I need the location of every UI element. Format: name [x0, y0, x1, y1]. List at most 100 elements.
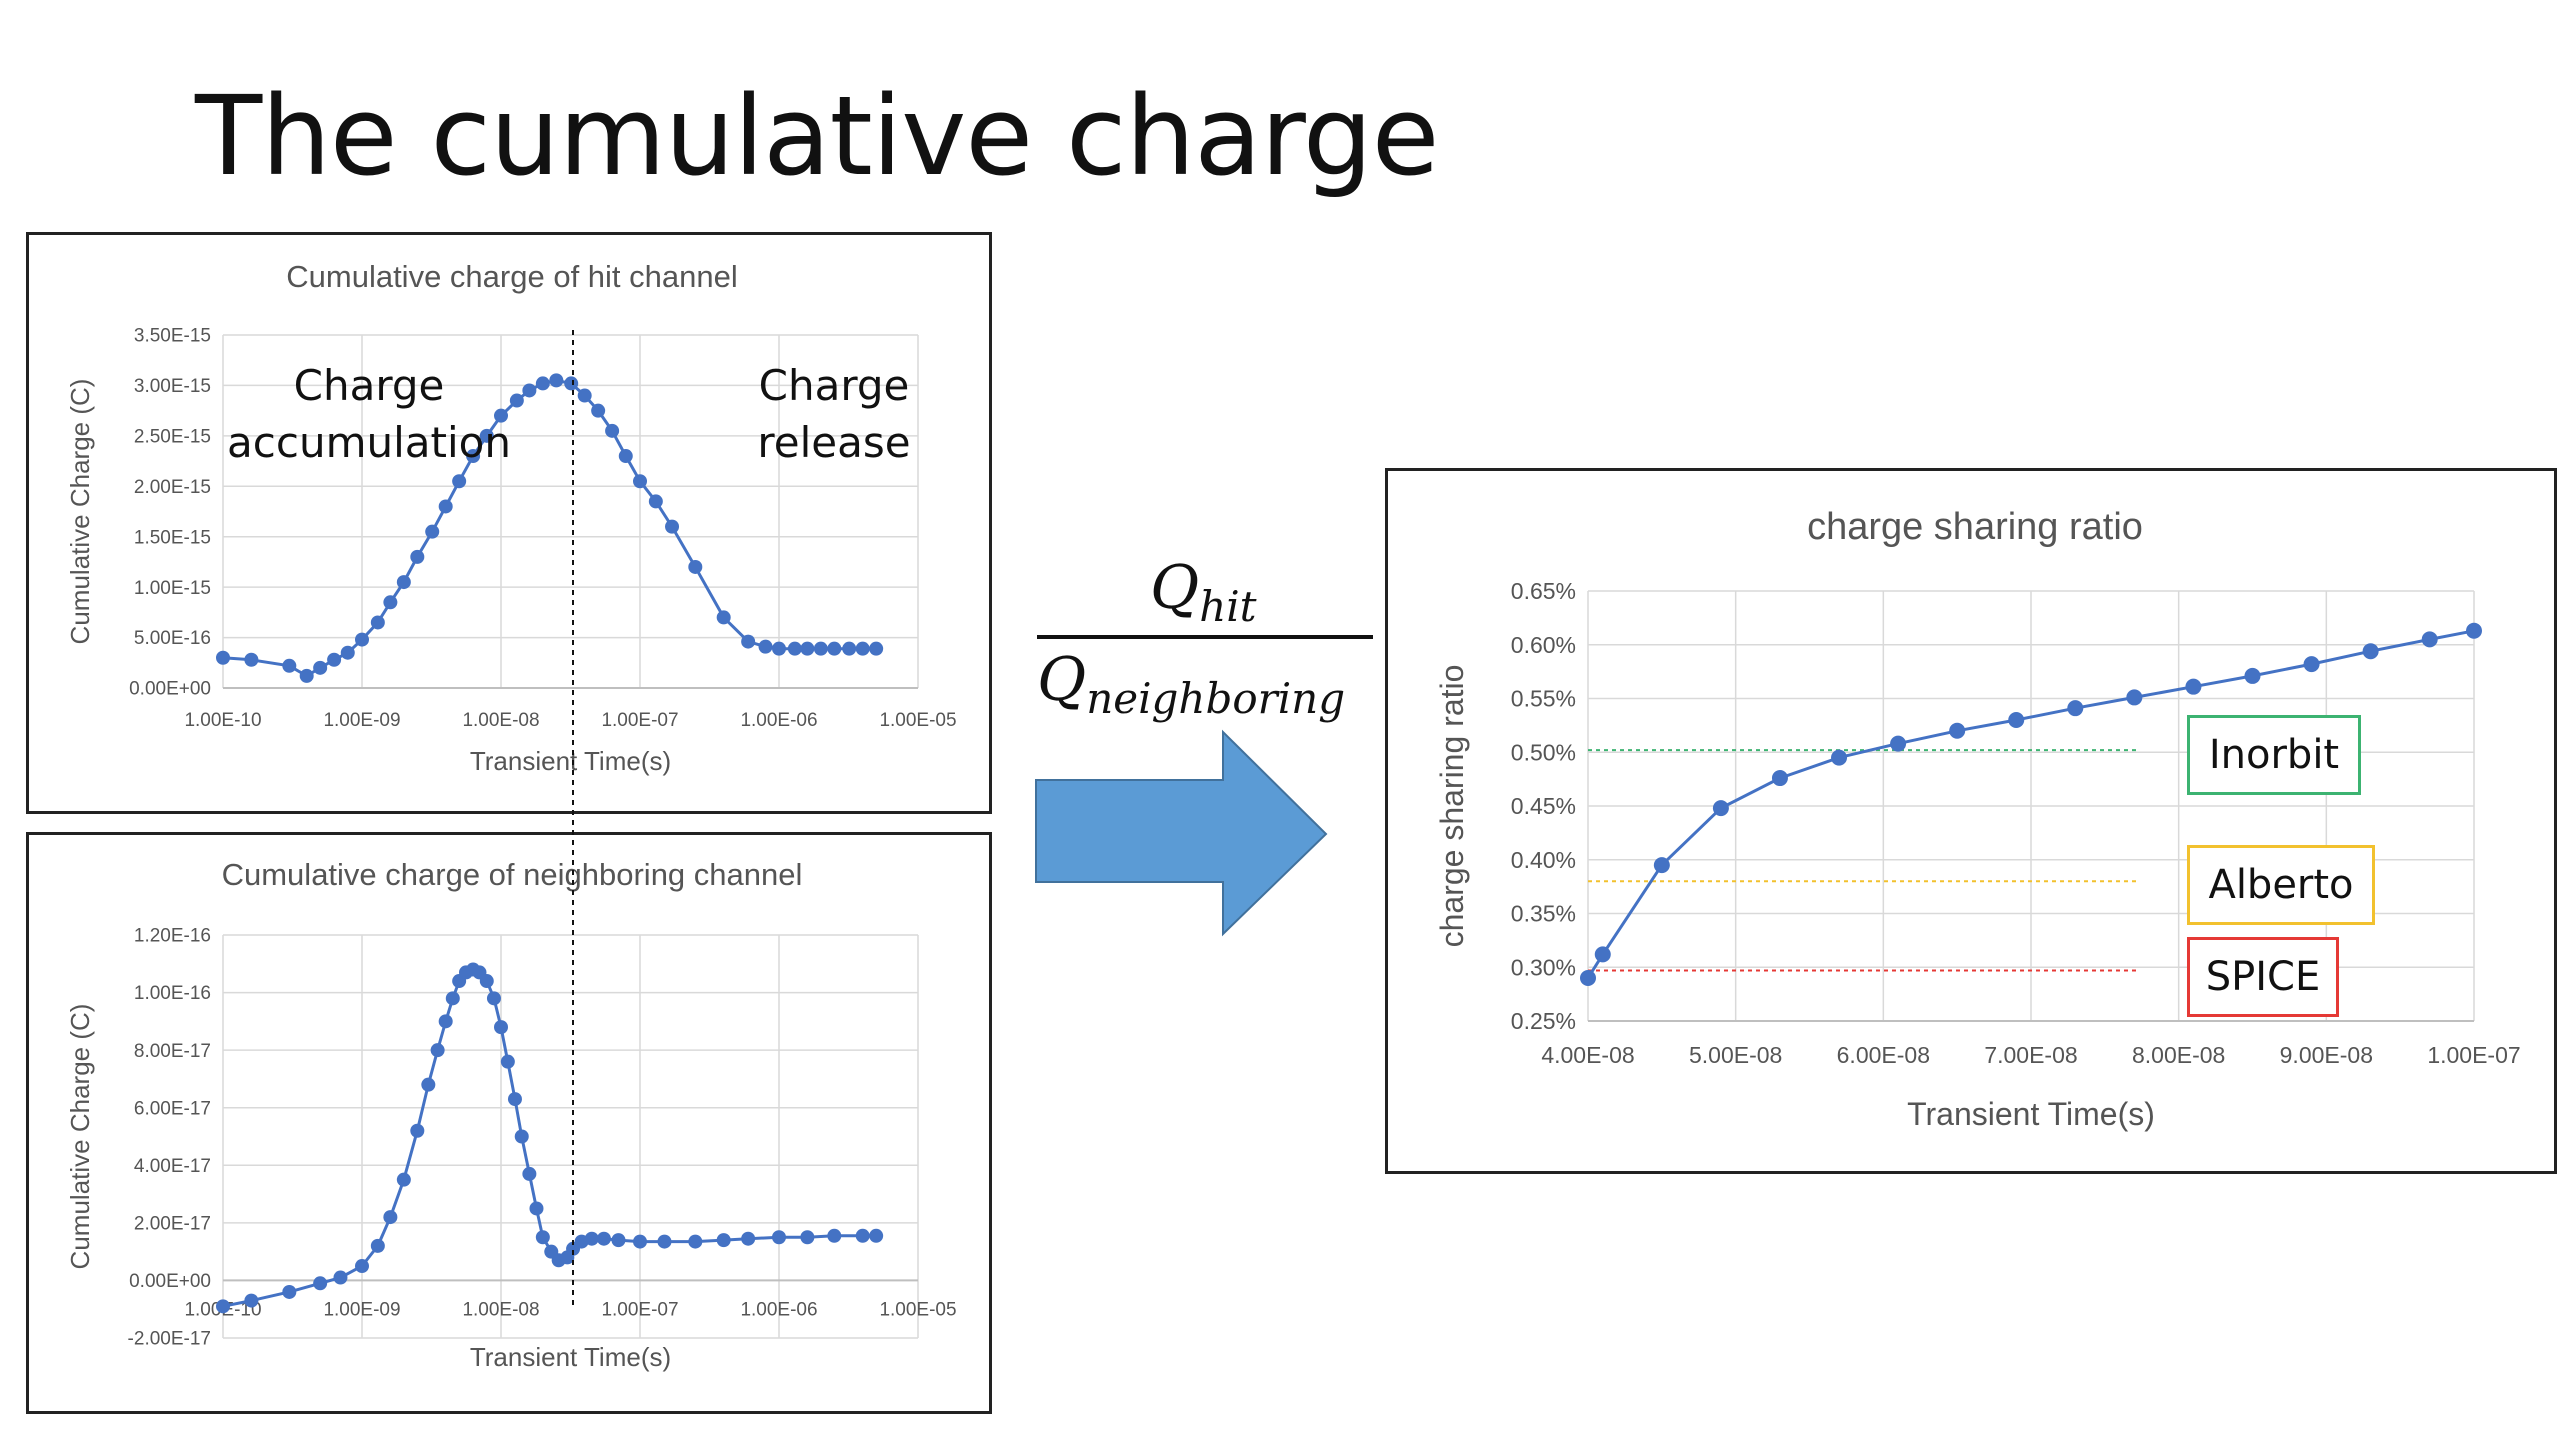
x-tick-label: 4.00E-08 [1541, 1042, 1634, 1068]
data-point [549, 373, 564, 388]
data-point [1949, 722, 1966, 739]
x-tick-label: 1.00E-08 [462, 710, 539, 731]
x-tick-label: 1.00E-06 [740, 710, 817, 731]
y-tick-label: 0.55% [1511, 686, 1576, 712]
annotation-text: release [757, 418, 910, 467]
data-point [327, 652, 342, 667]
data-point [370, 615, 385, 630]
fraction-bar [1037, 635, 1373, 639]
data-point [1580, 970, 1596, 986]
data-point [2067, 700, 2084, 717]
data-point [383, 1210, 398, 1225]
data-point [842, 641, 857, 656]
data-point [494, 1020, 508, 1035]
data-point [657, 1234, 672, 1249]
data-point [410, 1123, 425, 1138]
x-tick-label: 7.00E-08 [1984, 1042, 2077, 1068]
y-axis-label: charge sharing ratio [1434, 665, 1470, 948]
data-point [591, 403, 606, 418]
x-tick-label: 1.00E-09 [323, 1299, 400, 1320]
data-point [741, 1231, 756, 1246]
data-point [216, 650, 230, 665]
data-point [396, 575, 411, 590]
hit-channel-chart-frame: Cumulative charge of hit channel 0.00E+00… [26, 232, 992, 814]
data-point [355, 1259, 369, 1274]
y-tick-label: 2.00E-15 [134, 477, 211, 498]
data-point [648, 494, 663, 509]
data-point [479, 428, 494, 443]
data-point [1712, 800, 1729, 817]
data-point [522, 1166, 537, 1181]
data-point [410, 549, 425, 564]
data-point [445, 991, 460, 1006]
data-point [486, 991, 501, 1006]
data-point [2466, 622, 2482, 639]
data-point [564, 376, 579, 391]
data-point [2362, 643, 2379, 660]
y-tick-label: 1.00E-16 [134, 983, 211, 1004]
data-point [340, 645, 355, 660]
x-tick-label: 1.00E-09 [323, 710, 400, 731]
data-point [396, 1172, 411, 1187]
data-point [1653, 857, 1670, 874]
x-tick-label: 5.00E-08 [1689, 1042, 1782, 1068]
data-point [2126, 689, 2143, 706]
data-point [299, 668, 314, 683]
y-tick-label: 2.50E-15 [134, 427, 211, 448]
data-point [282, 658, 297, 673]
data-point [611, 1233, 626, 1248]
x-tick-label: 1.00E-06 [740, 1299, 817, 1320]
legend-alberto-label: Alberto [2208, 862, 2354, 908]
y-tick-label: 3.50E-15 [134, 326, 211, 347]
neighboring-channel-chart-frame: Cumulative charge of neighboring channel… [26, 832, 992, 1414]
slide-title: The cumulative charge [195, 72, 1439, 200]
y-tick-label: 0.40% [1511, 847, 1576, 873]
annotation-text: Charge [294, 361, 445, 410]
data-point [787, 641, 802, 656]
data-point [800, 1230, 815, 1245]
data-point [244, 652, 259, 667]
annotation-text: Charge [759, 361, 910, 410]
x-axis-label: Transient Time(s) [470, 746, 671, 776]
annotation-text: accumulation [227, 418, 511, 467]
data-point [514, 1129, 529, 1144]
data-point [827, 1228, 842, 1243]
data-point [430, 1043, 445, 1058]
y-tick-label: 6.00E-17 [134, 1098, 211, 1119]
data-point [425, 524, 440, 539]
y-tick-label: 0.30% [1511, 954, 1576, 980]
data-point [438, 1014, 453, 1029]
y-tick-label: 0.00E+00 [129, 1271, 211, 1292]
data-point [507, 1092, 522, 1107]
data-point [741, 634, 756, 649]
x-tick-label: 6.00E-08 [1837, 1042, 1930, 1068]
data-point [529, 1201, 544, 1216]
y-tick-label: 0.50% [1511, 739, 1576, 765]
ratio-chart-frame: charge sharing ratio 0.25% 0.30% 0.35% 0.40%… [1385, 468, 2557, 1174]
data-point [869, 1228, 884, 1243]
data-point [535, 376, 550, 391]
data-point [633, 1234, 647, 1249]
x-axis-label: Transient Time(s) [1907, 1096, 2155, 1132]
data-point [2244, 667, 2261, 684]
data-point [584, 1231, 599, 1246]
y-axis-label: Cumulative Charge (C) [65, 379, 95, 645]
data-point [216, 1299, 230, 1314]
y-tick-label: 5.00E-16 [134, 628, 211, 649]
y-tick-label: 0.60% [1511, 632, 1576, 658]
data-point [509, 393, 524, 408]
y-tick-label: 4.00E-17 [134, 1156, 211, 1177]
chart-title: Cumulative charge of hit channel [286, 259, 737, 294]
data-point [855, 641, 870, 656]
data-point [2421, 631, 2438, 648]
data-point [452, 474, 467, 489]
x-tick-label: 1.00E-08 [462, 1299, 539, 1320]
data-point [313, 1276, 328, 1291]
data-point [800, 641, 815, 656]
y-tick-label: 1.00E-15 [134, 578, 211, 599]
neighboring-channel-chart: Cumulative charge of neighboring channel… [65, 857, 957, 1372]
y-tick-label: 1.50E-15 [134, 527, 211, 548]
y-tick-label: 8.00E-17 [134, 1041, 211, 1062]
data-point [577, 388, 592, 403]
y-tick-label: 0.25% [1511, 1008, 1576, 1034]
